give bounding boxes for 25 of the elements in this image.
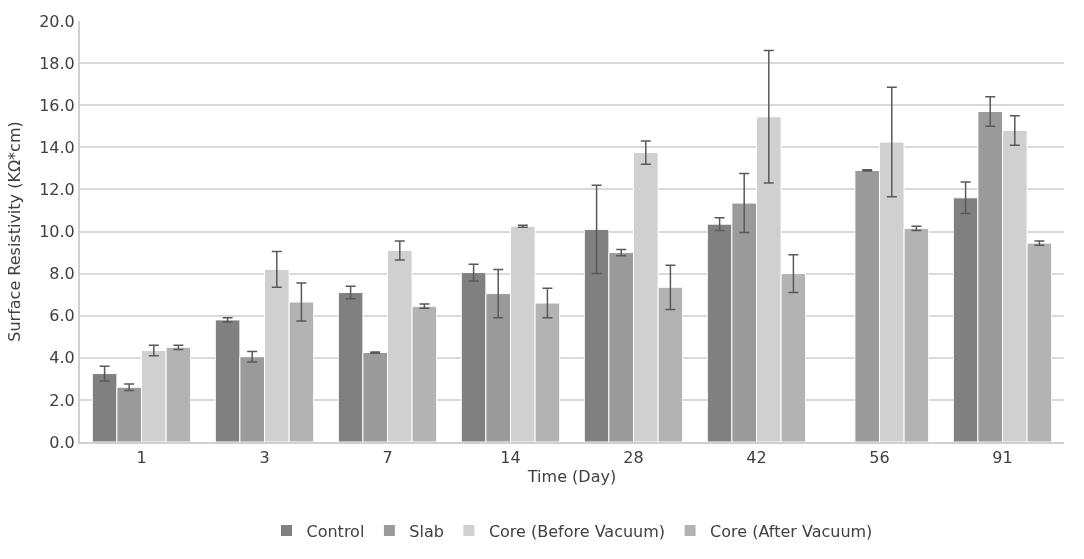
x-tick-label: 7 — [382, 448, 393, 468]
y-tick-label: 4.0 — [49, 348, 75, 368]
legend-label: Control — [306, 521, 365, 541]
y-tick-label: 2.0 — [49, 390, 75, 410]
legend-label: Core (After Vacuum) — [710, 521, 873, 541]
y-tick-label: 10.0 — [39, 222, 75, 242]
y-tick-label: 14.0 — [39, 137, 75, 157]
y-tick-label: 20.0 — [39, 11, 75, 31]
x-tick-label: 3 — [259, 448, 270, 468]
y-tick-label: 8.0 — [49, 264, 75, 284]
x-tick-label: 28 — [623, 448, 644, 468]
y-tick-label: 16.0 — [39, 95, 75, 115]
y-tick-label: 12.0 — [39, 180, 75, 199]
x-tick-label: 14 — [500, 448, 521, 468]
y-axis-title: Surface Resistivity (KΩ*cm) — [4, 121, 24, 342]
x-axis-title: Time (Day) — [526, 467, 617, 487]
legend-label: Core (Before Vacuum) — [488, 521, 666, 541]
legend-label: Slab — [409, 521, 444, 541]
x-tick-label: 1 — [136, 448, 147, 468]
y-tick-label: 18.0 — [39, 53, 75, 73]
x-tick-label: 42 — [746, 448, 767, 468]
y-tick-label: 0.0 — [49, 432, 75, 452]
y-tick-label: 6.0 — [49, 306, 75, 326]
x-tick-label: 91 — [992, 448, 1013, 468]
x-tick-label: 56 — [869, 448, 890, 468]
